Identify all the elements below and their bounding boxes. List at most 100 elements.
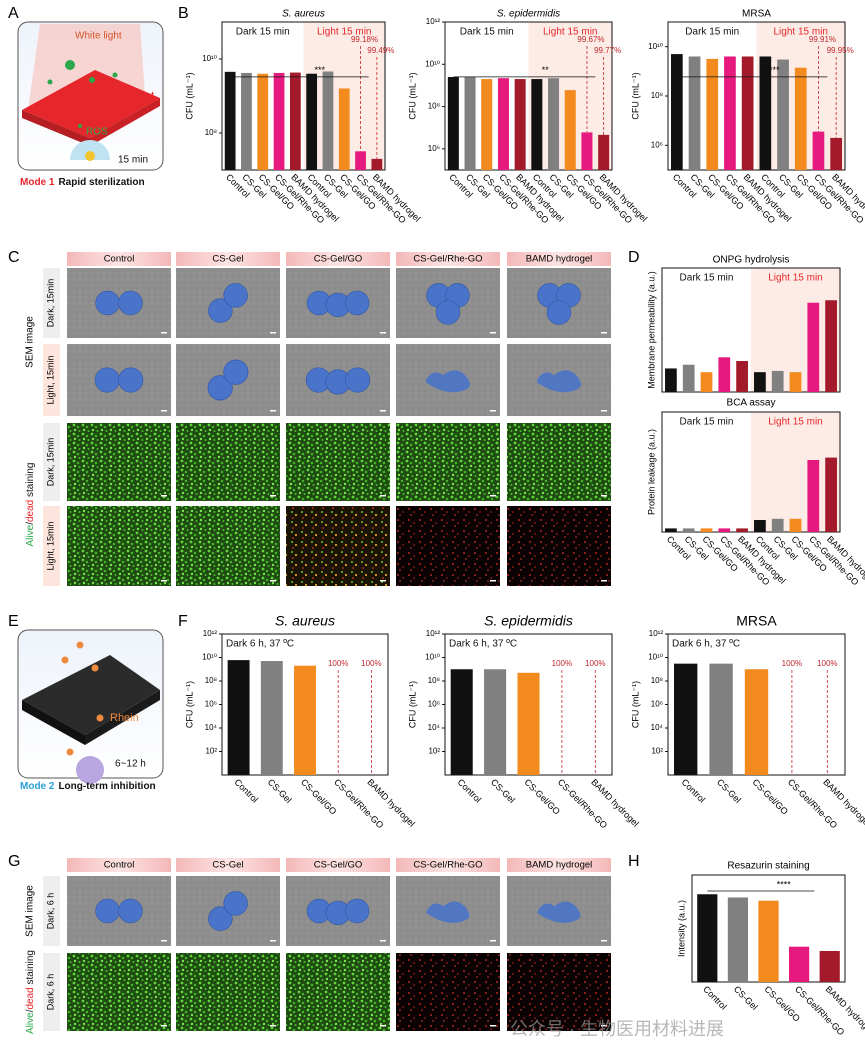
column-header-bg bbox=[67, 252, 171, 266]
bar bbox=[517, 672, 540, 775]
light-region bbox=[751, 268, 840, 392]
column-header: CS-Gel/Rhe-GO bbox=[413, 860, 482, 871]
fluorescence-image bbox=[176, 506, 280, 586]
mode-caption-text: Long-term inhibition bbox=[58, 781, 155, 792]
bar bbox=[789, 518, 802, 532]
ros-dot bbox=[78, 124, 82, 128]
chart-title: S. aureus bbox=[275, 613, 335, 629]
plot-frame bbox=[221, 21, 386, 171]
panel-label: A bbox=[8, 5, 19, 22]
y-tick-label: 10² bbox=[205, 747, 217, 756]
heat-label: Heat bbox=[131, 90, 154, 102]
plot-frame bbox=[661, 411, 841, 533]
panel-label: D bbox=[628, 249, 640, 266]
chart-title: Resazurin staining bbox=[727, 861, 809, 872]
mode1-illustration: White light Heat ROS 15 min Mode 1 Rapid … bbox=[17, 21, 164, 188]
scale-bar bbox=[601, 495, 607, 497]
bar bbox=[830, 137, 842, 170]
bacterium-cell bbox=[223, 359, 249, 385]
scale-bar bbox=[490, 332, 496, 334]
group-label-part: Alive bbox=[25, 1012, 36, 1034]
scale-bar bbox=[601, 940, 607, 942]
y-tick-label: 10⁸ bbox=[428, 102, 440, 111]
bar bbox=[754, 520, 766, 532]
scale-bar bbox=[270, 1025, 276, 1027]
fluorescence-image bbox=[396, 506, 500, 586]
hydrogel-slab bbox=[22, 655, 160, 735]
bar bbox=[718, 357, 731, 392]
bacterium bbox=[65, 60, 75, 70]
bar bbox=[807, 460, 820, 532]
scale-bar bbox=[601, 332, 607, 334]
bacterium-cell bbox=[118, 367, 144, 393]
kill-rate-label: 100% bbox=[817, 659, 837, 668]
scale-bar bbox=[601, 410, 607, 412]
x-tick-label: CS-Gel bbox=[266, 777, 294, 805]
watermark: 公众号 · 生物医用材料进展 bbox=[510, 1019, 724, 1039]
y-tick-label: 10¹⁰ bbox=[202, 653, 217, 662]
scale-bar bbox=[380, 580, 386, 582]
plot-frame bbox=[444, 21, 613, 171]
mode-caption: Mode 1 Rapid sterilization bbox=[20, 177, 145, 188]
bacterium bbox=[112, 72, 118, 78]
significance: ** bbox=[542, 65, 550, 75]
y-axis-label: CFU (mL⁻¹) bbox=[407, 72, 417, 119]
mode-name: Mode 2 bbox=[20, 781, 55, 792]
column-header: CS-Gel/GO bbox=[314, 860, 363, 871]
condition-label: Dark 15 min bbox=[680, 417, 734, 428]
y-tick-label: 10⁶ bbox=[205, 700, 217, 709]
kill-rate-label: 99.49% bbox=[367, 46, 394, 55]
y-tick-label: 10⁴ bbox=[428, 723, 441, 732]
bacterium bbox=[89, 77, 95, 83]
y-tick-label: 10⁴ bbox=[205, 723, 218, 732]
scale-bar bbox=[490, 940, 496, 942]
scale-bar bbox=[161, 940, 167, 942]
fluorescence-image bbox=[176, 423, 280, 501]
bar bbox=[706, 58, 719, 170]
mode-caption-text: Rapid sterilization bbox=[58, 177, 144, 188]
group-label: SEM image bbox=[25, 885, 36, 937]
y-tick-label: 10¹² bbox=[649, 629, 664, 638]
bar bbox=[598, 134, 610, 170]
column-header-bg bbox=[286, 252, 390, 266]
bacterium-cell bbox=[94, 367, 120, 393]
bar bbox=[484, 669, 507, 775]
bacterium-cell bbox=[344, 290, 370, 316]
y-tick-label: 10¹² bbox=[426, 17, 441, 26]
row-label-bg bbox=[43, 876, 60, 946]
condition-label: Dark 6 h, 37 ºC bbox=[449, 639, 517, 650]
kill-rate-label: 99.67% bbox=[577, 35, 604, 44]
group-label-part: staining bbox=[25, 463, 36, 500]
bacterium-cell bbox=[95, 290, 120, 316]
kill-rate-label: 100% bbox=[782, 659, 802, 668]
bacterium bbox=[47, 79, 53, 85]
y-axis-label: CFU (mL⁻¹) bbox=[630, 681, 640, 728]
row-label: Light, 15min bbox=[45, 521, 55, 570]
y-axis-label: CFU (mL⁻¹) bbox=[184, 681, 194, 728]
kill-rate-label: 99.91% bbox=[809, 35, 836, 44]
row-label: Dark, 15min bbox=[45, 279, 55, 328]
bar bbox=[758, 900, 779, 982]
row-label-bg bbox=[43, 423, 60, 501]
fluorescence-image bbox=[286, 423, 390, 501]
row-label: Dark, 15min bbox=[45, 438, 55, 487]
scale-bar bbox=[380, 1025, 386, 1027]
bacterium-cell bbox=[208, 906, 233, 931]
bar bbox=[688, 56, 701, 170]
y-axis-label: CFU (mL⁻¹) bbox=[184, 72, 194, 119]
scale-bar bbox=[490, 410, 496, 412]
x-tick-label: Control bbox=[701, 984, 729, 1012]
kill-rate-label: 100% bbox=[328, 659, 348, 668]
y-tick-label: 10¹⁰ bbox=[648, 653, 663, 662]
plot-frame bbox=[661, 267, 841, 393]
chart-title: ONPG hydrolysis bbox=[713, 255, 790, 266]
group-label-part: / bbox=[25, 522, 36, 525]
panel-label: C bbox=[8, 249, 20, 266]
drug-label: Rhein bbox=[110, 712, 139, 724]
y-tick-label: 10² bbox=[651, 747, 663, 756]
bacterium-cell bbox=[223, 283, 248, 308]
ros-label: ROS bbox=[86, 127, 108, 138]
scale-bar bbox=[380, 332, 386, 334]
row-label-bg bbox=[43, 344, 60, 416]
scale-bar bbox=[270, 410, 276, 412]
